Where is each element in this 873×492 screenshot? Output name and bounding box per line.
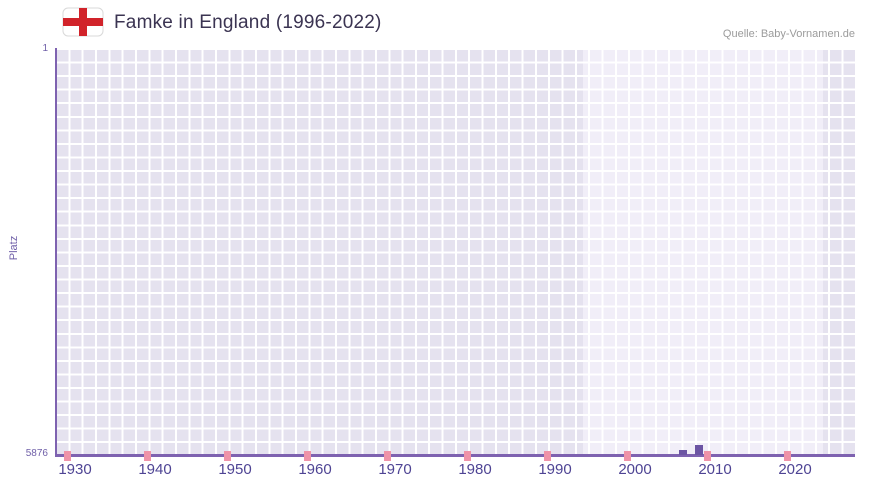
- decade-mark-1969: [383, 451, 391, 461]
- decade-mark-1949: [223, 451, 231, 461]
- flag-cross-horizontal: [63, 18, 103, 26]
- bar-2008: [695, 444, 703, 455]
- y-tick-top: 1: [42, 43, 48, 54]
- england-flag-icon: [62, 7, 104, 37]
- x-tick-label-1940: 1940: [138, 461, 172, 478]
- y-axis-label: Platz: [8, 235, 20, 261]
- x-tick-label-2010: 2010: [698, 461, 732, 478]
- y-axis-line: [55, 48, 57, 455]
- decade-mark-1939: [143, 451, 151, 461]
- decade-mark-1989: [543, 451, 551, 461]
- highlight-band: [583, 48, 823, 455]
- source-credit: Quelle: Baby-Vornamen.de: [722, 28, 855, 40]
- x-tick-label-1980: 1980: [458, 461, 492, 478]
- x-tick-label-1930: 1930: [58, 461, 92, 478]
- decade-mark-1929: [63, 451, 71, 461]
- bar-2006: [679, 450, 687, 455]
- x-tick-label-2020: 2020: [778, 461, 812, 478]
- decade-mark-2019: [783, 451, 791, 461]
- y-tick-bottom: 5876: [25, 448, 48, 459]
- decade-mark-1999: [623, 451, 631, 461]
- x-axis-line: [55, 454, 855, 457]
- x-tick-label-2000: 2000: [618, 461, 652, 478]
- decade-mark-1979: [463, 451, 471, 461]
- x-tick-label-1950: 1950: [218, 461, 252, 478]
- x-tick-label-1970: 1970: [378, 461, 412, 478]
- x-tick-label-1960: 1960: [298, 461, 332, 478]
- decade-mark-2009: [703, 451, 711, 461]
- plot-area: [55, 48, 855, 461]
- x-tick-label-1990: 1990: [538, 461, 572, 478]
- decade-mark-1959: [303, 451, 311, 461]
- page-title: Famke in England (1996-2022): [114, 12, 382, 33]
